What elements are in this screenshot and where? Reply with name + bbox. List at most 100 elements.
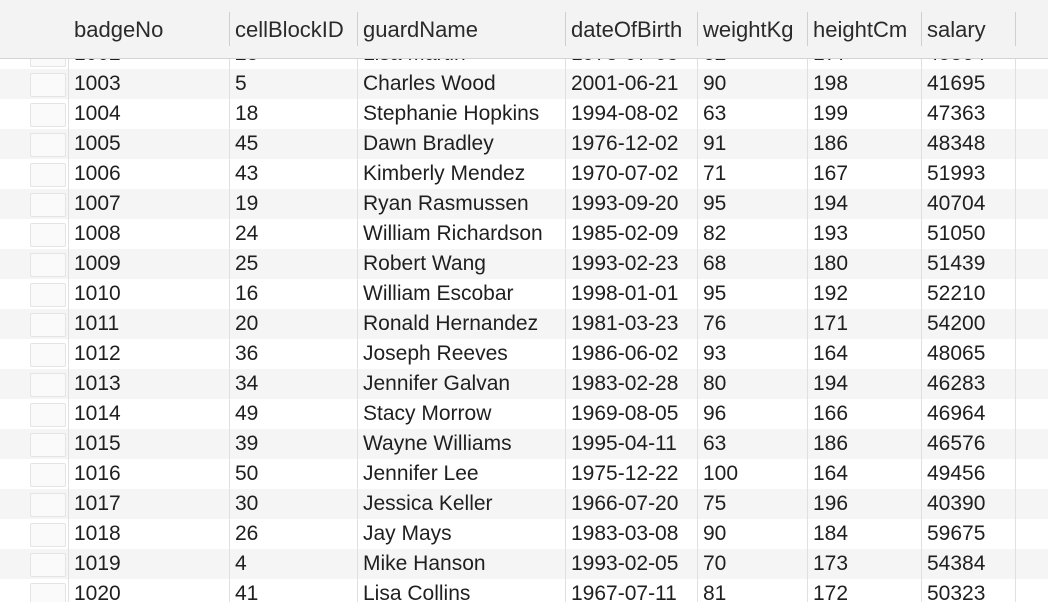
cell-badgeno[interactable]: 1004	[74, 102, 121, 125]
table-row[interactable]: 1014 49 Stacy Morrow 1969-08-05 96 166 46964	[0, 399, 1048, 429]
cell-cellblockid[interactable]: 36	[235, 342, 259, 365]
row-selector[interactable]	[30, 343, 66, 367]
cell-cellblockid[interactable]: 39	[235, 432, 259, 455]
table-row[interactable]: 1007 19 Ryan Rasmussen 1993-09-20 95 194 40704	[0, 189, 1048, 219]
cell-salary[interactable]: 48348	[927, 132, 986, 155]
row-selector[interactable]	[30, 73, 66, 97]
cell-dateofbirth[interactable]: 1966-07-20	[571, 492, 679, 515]
table-row[interactable]: 1017 30 Jessica Keller 1966-07-20 75 196 40390	[0, 489, 1048, 519]
cell-badgeno[interactable]: 1008	[74, 222, 121, 245]
cell-guardname[interactable]: Mike Hanson	[363, 552, 486, 575]
row-selector[interactable]	[30, 253, 66, 277]
cell-cellblockid[interactable]: 4	[235, 552, 247, 575]
cell-weightkg[interactable]: 63	[703, 432, 727, 455]
table-row[interactable]: 1005 45 Dawn Bradley 1976-12-02 91 186 48348	[0, 129, 1048, 159]
cell-guardname[interactable]: Ronald Hernandez	[363, 312, 539, 335]
table-row[interactable]: 1011 20 Ronald Hernandez 1981-03-23 76 171 542…	[0, 309, 1048, 339]
cell-heightcm[interactable]: 171	[813, 312, 849, 335]
cell-dateofbirth[interactable]: 1993-02-05	[571, 552, 679, 575]
cell-cellblockid[interactable]: 34	[235, 372, 259, 395]
row-selector[interactable]	[30, 553, 66, 577]
cell-dateofbirth[interactable]: 1986-06-02	[571, 342, 679, 365]
cell-weightkg[interactable]: 80	[703, 372, 727, 395]
cell-dateofbirth[interactable]: 1985-02-09	[571, 222, 679, 245]
cell-guardname[interactable]: Jennifer Galvan	[363, 372, 511, 395]
row-selector[interactable]	[30, 163, 66, 187]
row-selector[interactable]	[30, 463, 66, 487]
cell-heightcm[interactable]: 164	[813, 462, 849, 485]
cell-guardname[interactable]: Stacy Morrow	[363, 402, 492, 425]
cell-salary[interactable]: 46283	[927, 372, 986, 395]
cell-heightcm[interactable]: 199	[813, 102, 849, 125]
cell-badgeno[interactable]: 1006	[74, 162, 121, 185]
cell-badgeno[interactable]: 1017	[74, 492, 121, 515]
cell-weightkg[interactable]: 95	[703, 192, 727, 215]
cell-dateofbirth[interactable]: 1994-08-02	[571, 102, 679, 125]
cell-dateofbirth[interactable]: 1983-03-08	[571, 522, 679, 545]
column-divider[interactable]	[921, 12, 922, 46]
row-selector[interactable]	[30, 223, 66, 247]
cell-dateofbirth[interactable]: 1993-02-23	[571, 252, 679, 275]
cell-salary[interactable]: 47363	[927, 102, 986, 125]
row-selector[interactable]	[30, 583, 66, 602]
cell-weightkg[interactable]: 68	[703, 252, 727, 275]
cell-guardname[interactable]: Jessica Keller	[363, 492, 493, 515]
row-selector[interactable]	[30, 523, 66, 547]
cell-badgeno[interactable]: 1016	[74, 462, 121, 485]
column-header-dateofbirth[interactable]: dateOfBirth	[571, 17, 683, 42]
cell-salary[interactable]: 52210	[927, 282, 986, 305]
cell-cellblockid[interactable]: 16	[235, 282, 259, 305]
cell-salary[interactable]: 46964	[927, 402, 986, 425]
cell-salary[interactable]: 51439	[927, 252, 986, 275]
cell-weightkg[interactable]: 63	[703, 102, 727, 125]
cell-weightkg[interactable]: 76	[703, 312, 727, 335]
cell-weightkg[interactable]: 90	[703, 72, 727, 95]
column-header-weightkg[interactable]: weightKg	[703, 17, 794, 42]
row-selector[interactable]	[30, 193, 66, 217]
cell-salary[interactable]: 51993	[927, 162, 986, 185]
cell-salary[interactable]: 40704	[927, 192, 986, 215]
column-divider[interactable]	[697, 12, 698, 46]
cell-dateofbirth[interactable]: 1983-02-28	[571, 372, 679, 395]
table-row[interactable]: 1009 25 Robert Wang 1993-02-23 68 180 51439	[0, 249, 1048, 279]
cell-cellblockid[interactable]: 18	[235, 102, 259, 125]
cell-weightkg[interactable]: 81	[703, 582, 727, 602]
cell-guardname[interactable]: Lisa Collins	[363, 582, 471, 602]
cell-heightcm[interactable]: 166	[813, 402, 849, 425]
cell-heightcm[interactable]: 167	[813, 162, 849, 185]
cell-salary[interactable]: 41695	[927, 72, 986, 95]
table-row[interactable]: 1004 18 Stephanie Hopkins 1994-08-02 63 199 47…	[0, 99, 1048, 129]
cell-weightkg[interactable]: 90	[703, 522, 727, 545]
cell-salary[interactable]: 40390	[927, 492, 986, 515]
column-header-heightcm[interactable]: heightCm	[813, 17, 908, 42]
cell-cellblockid[interactable]: 24	[235, 222, 259, 245]
cell-guardname[interactable]: Charles Wood	[363, 72, 496, 95]
cell-weightkg[interactable]: 96	[703, 402, 727, 425]
cell-dateofbirth[interactable]: 1995-04-11	[571, 432, 677, 455]
cell-weightkg[interactable]: 82	[703, 222, 727, 245]
cell-heightcm[interactable]: 192	[813, 282, 849, 305]
cell-badgeno[interactable]: 1010	[74, 282, 121, 305]
cell-weightkg[interactable]: 95	[703, 282, 727, 305]
cell-cellblockid[interactable]: 20	[235, 312, 259, 335]
row-selector[interactable]	[30, 493, 66, 517]
cell-guardname[interactable]: Jennifer Lee	[363, 462, 479, 485]
cell-cellblockid[interactable]: 41	[235, 582, 259, 602]
cell-heightcm[interactable]: 184	[813, 522, 849, 545]
cell-salary[interactable]: 54200	[927, 312, 986, 335]
row-selector[interactable]	[30, 313, 66, 337]
cell-heightcm[interactable]: 196	[813, 492, 849, 515]
cell-cellblockid[interactable]: 5	[235, 72, 247, 95]
table-row[interactable]: 1018 26 Jay Mays 1983-03-08 90 184 59675	[0, 519, 1048, 549]
table-row[interactable]: 1006 43 Kimberly Mendez 1970-07-02 71 167 5199…	[0, 159, 1048, 189]
cell-badgeno[interactable]: 1003	[74, 72, 121, 95]
cell-heightcm[interactable]: 186	[813, 132, 849, 155]
cell-dateofbirth[interactable]: 1993-09-20	[571, 192, 679, 215]
cell-dateofbirth[interactable]: 1970-07-02	[571, 162, 679, 185]
cell-badgeno[interactable]: 1005	[74, 132, 121, 155]
cell-cellblockid[interactable]: 26	[235, 522, 259, 545]
cell-heightcm[interactable]: 172	[813, 582, 849, 602]
cell-heightcm[interactable]: 194	[813, 372, 849, 395]
cell-cellblockid[interactable]: 50	[235, 462, 259, 485]
